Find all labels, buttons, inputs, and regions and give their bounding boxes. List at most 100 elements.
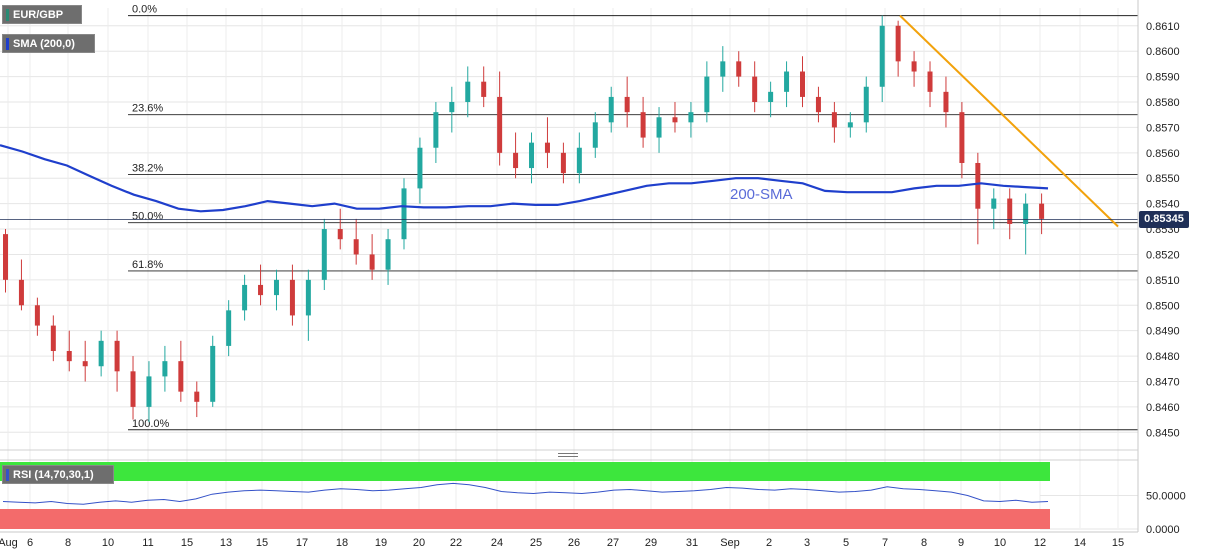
fib-label: 23.6% <box>132 103 163 115</box>
candle-body <box>592 122 598 148</box>
candle-body <box>82 361 88 367</box>
candle-body <box>608 96 614 123</box>
candle-body <box>417 147 423 189</box>
price-tick-label: 0.8460 <box>1146 402 1180 414</box>
candle-body <box>704 76 710 113</box>
candle-body <box>242 284 248 311</box>
symbol-label: EUR/GBP <box>13 9 64 21</box>
candle-body <box>688 112 694 123</box>
candle-body <box>66 350 72 362</box>
candle-body <box>513 152 519 169</box>
candle-body <box>752 76 758 103</box>
candle-body <box>18 279 24 306</box>
time-tick-label: 20 <box>413 537 425 549</box>
time-tick-label: 15 <box>181 537 193 549</box>
candle-body <box>194 391 200 402</box>
candle-body <box>497 96 503 153</box>
candle-body <box>178 361 184 392</box>
candle-body <box>863 86 869 123</box>
price-tick-label: 0.8470 <box>1146 376 1180 388</box>
price-tick-label: 0.8590 <box>1146 72 1180 84</box>
candle-body <box>815 96 821 113</box>
candle-body <box>369 254 375 270</box>
fib-label: 100.0% <box>132 418 170 430</box>
rsi-swatch <box>6 469 9 481</box>
candle-body <box>831 112 837 128</box>
candle-body <box>226 310 232 346</box>
candle-body <box>114 340 120 372</box>
time-tick-label: 8 <box>921 537 927 549</box>
rsi-label: RSI (14,70,30,1) <box>13 469 94 481</box>
price-tick-label: 0.8520 <box>1146 249 1180 261</box>
time-tick-label: 2 <box>766 537 772 549</box>
candle-body <box>162 361 168 377</box>
current-price-tag: 0.85345 <box>1139 211 1189 228</box>
candle-body <box>98 340 104 367</box>
candle-body <box>624 96 630 113</box>
candle-body <box>640 112 646 138</box>
time-tick-label: 29 <box>645 537 657 549</box>
price-tick-label: 0.8490 <box>1146 326 1180 338</box>
time-tick-label: 15 <box>1112 537 1124 549</box>
time-tick-label: 9 <box>958 537 964 549</box>
time-tick-label: 27 <box>607 537 619 549</box>
price-tick-label: 0.8570 <box>1146 122 1180 134</box>
candle-body <box>273 279 279 296</box>
candle-body <box>943 91 949 113</box>
price-tick-label: 0.8450 <box>1146 427 1180 439</box>
candle-body <box>321 229 327 280</box>
sma-legend[interactable]: SMA (200,0) <box>2 34 95 53</box>
time-tick-label: 19 <box>375 537 387 549</box>
candle-body <box>927 71 933 92</box>
time-tick-label: 12 <box>1034 537 1046 549</box>
candle-body <box>847 122 853 128</box>
time-axis[interactable]: Aug 6 8 10 11 15 13 15 17 18 19 20 22 24 25 26 27 29 31 Sep… <box>0 537 1124 549</box>
symbol-legend[interactable]: EUR/GBP <box>2 5 82 24</box>
price-axis[interactable]: 0.8610 0.8600 0.8590 0.8580 0.8570 0.8560 0.85… <box>1146 21 1180 440</box>
candle-body <box>991 198 997 209</box>
price-tick-label: 0.8600 <box>1146 46 1180 58</box>
candle-body <box>50 325 56 351</box>
candle-body <box>337 229 343 240</box>
price-tick-label: 0.8560 <box>1146 148 1180 160</box>
candle-body <box>736 61 742 77</box>
candle-body <box>720 61 726 77</box>
candle-body <box>210 345 216 402</box>
time-tick-label: 8 <box>65 537 71 549</box>
time-tick-label: 22 <box>450 537 462 549</box>
time-tick-label: 25 <box>530 537 542 549</box>
rsi-overbought-zone <box>0 462 1050 481</box>
panel-resize-handle[interactable] <box>558 453 578 459</box>
price-tick-label: 0.8550 <box>1146 173 1180 185</box>
candle-body <box>975 162 981 209</box>
fib-label: 38.2% <box>132 162 163 174</box>
candles <box>3 15 1045 423</box>
candle-body <box>672 117 678 123</box>
candle-body <box>3 234 8 280</box>
price-tick-label: 0.8480 <box>1146 351 1180 363</box>
candle-body <box>34 305 40 326</box>
candle-body <box>544 142 550 153</box>
candle-body <box>130 371 136 407</box>
candle-body <box>784 71 790 92</box>
time-tick-label: 31 <box>686 537 698 549</box>
candle-body <box>800 71 805 97</box>
candle-body <box>305 279 311 316</box>
time-tick-label: 11 <box>142 537 153 549</box>
trend-line <box>899 14 1119 228</box>
price-tick-label: 0.8580 <box>1146 97 1180 109</box>
candle-body <box>465 81 471 103</box>
rsi-tick-label: 50.0000 <box>1146 491 1186 503</box>
candle-body <box>1007 198 1013 224</box>
time-tick-label: 17 <box>296 537 308 549</box>
price-tick-label: 0.8540 <box>1146 199 1180 211</box>
candle-body <box>529 142 535 169</box>
candle-body <box>481 81 487 97</box>
time-tick-label: 6 <box>27 537 33 549</box>
candle-body <box>258 284 264 296</box>
rsi-axis[interactable]: 50.0000 0.0000 <box>1146 491 1186 537</box>
sma-annotation: 200-SMA <box>730 186 793 203</box>
rsi-legend[interactable]: RSI (14,70,30,1) <box>2 465 114 484</box>
symbol-swatch <box>6 9 9 21</box>
